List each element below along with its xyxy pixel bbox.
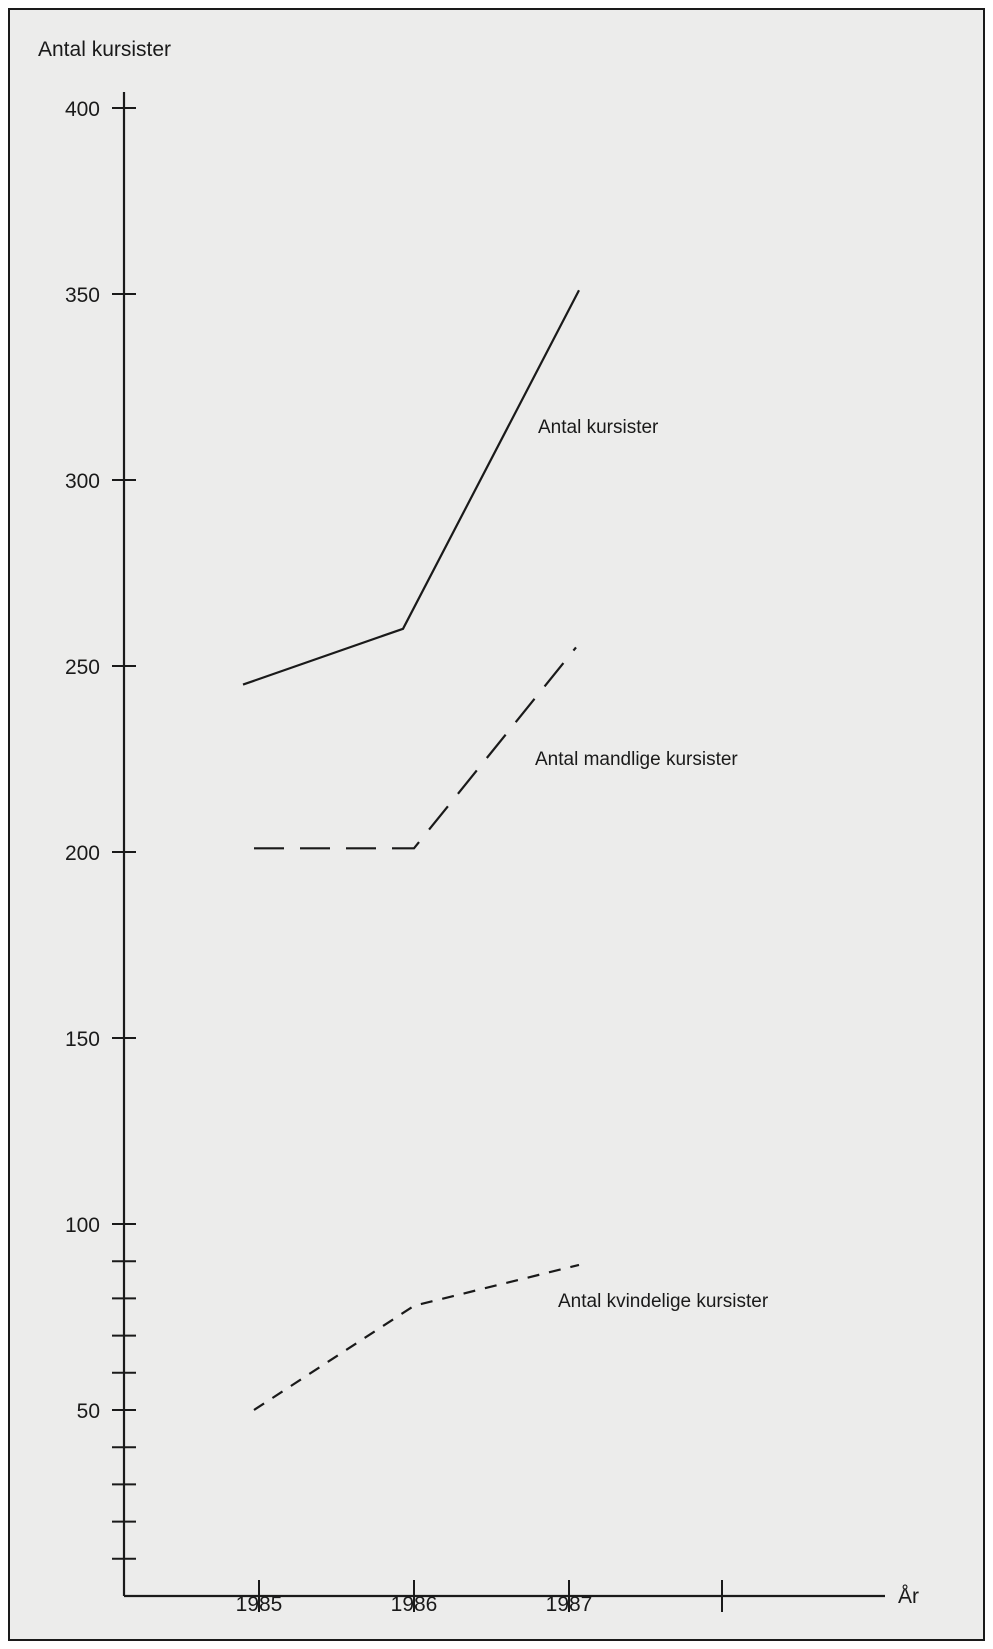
y-axis-title: Antal kursister — [38, 38, 171, 61]
series-labels: Antal kursister Antal mandlige kursister A… — [535, 417, 769, 1312]
series-label: Antal mandlige kursister — [535, 749, 738, 770]
chart-frame — [8, 8, 985, 1641]
x-tick-label: 1987 — [546, 1593, 593, 1616]
x-tick-label: 1985 — [236, 1593, 283, 1616]
y-tick-label: 400 — [65, 98, 100, 121]
y-tick-label: 300 — [65, 470, 100, 493]
y-tick-label: 50 — [77, 1400, 100, 1423]
y-tick-label: 250 — [65, 656, 100, 679]
series-line — [253, 1263, 580, 1411]
series-lines — [242, 289, 580, 1411]
series-label: Antal kursister — [538, 417, 659, 438]
y-tick-label: 200 — [65, 842, 100, 865]
y-tick-label: 350 — [65, 284, 100, 307]
y-tick-label: 100 — [65, 1214, 100, 1237]
axes: 50 100 150 200 250 300 350 400 1985 1986 1987 — [65, 92, 885, 1616]
y-tick-label: 150 — [65, 1028, 100, 1051]
x-axis-title: År — [898, 1585, 919, 1608]
series-label: Antal kvindelige kursister — [558, 1291, 769, 1312]
series-line — [242, 289, 580, 686]
x-tick-label: 1986 — [391, 1593, 438, 1616]
series-line — [254, 646, 577, 850]
